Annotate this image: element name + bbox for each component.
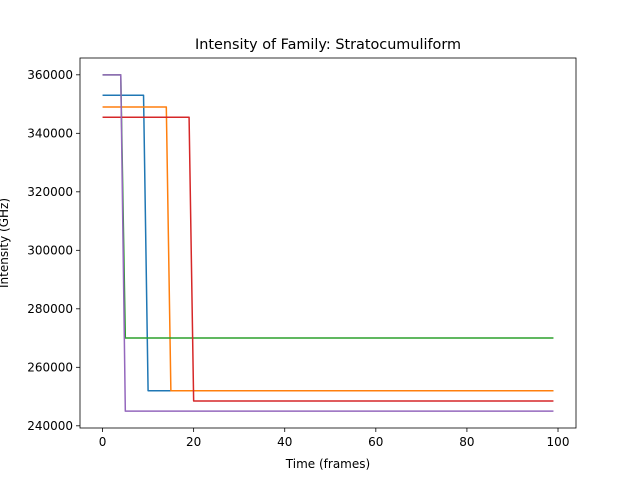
y-tick-label: 340000 [27, 126, 73, 140]
x-tick-label: 60 [368, 435, 383, 449]
plot-frame [79, 57, 577, 429]
y-axis: 240000 260000 280000 300000 320000 340000 3600… [27, 68, 80, 433]
series-line-2 [102, 106, 554, 392]
x-axis: 0 20 40 60 80 100 [99, 428, 570, 449]
series-layer [102, 74, 554, 412]
y-tick-label: 240000 [27, 419, 73, 433]
x-tick-label: 0 [99, 435, 107, 449]
series-line-4 [102, 116, 554, 402]
y-tick-label: 260000 [27, 360, 73, 374]
y-axis-label: Intensity (GHz) [0, 198, 11, 288]
x-tick-label: 100 [547, 435, 570, 449]
x-tick-label: 20 [186, 435, 201, 449]
series-line-5 [102, 74, 554, 412]
y-tick-label: 320000 [27, 185, 73, 199]
y-tick-label: 300000 [27, 243, 73, 257]
chart-title: Intensity of Family: Stratocumuliform [195, 37, 461, 53]
x-tick-label: 40 [277, 435, 292, 449]
y-tick-label: 280000 [27, 302, 73, 316]
y-tick-label: 360000 [27, 68, 73, 82]
x-tick-label: 80 [459, 435, 474, 449]
x-axis-label: Time (frames) [285, 457, 370, 471]
